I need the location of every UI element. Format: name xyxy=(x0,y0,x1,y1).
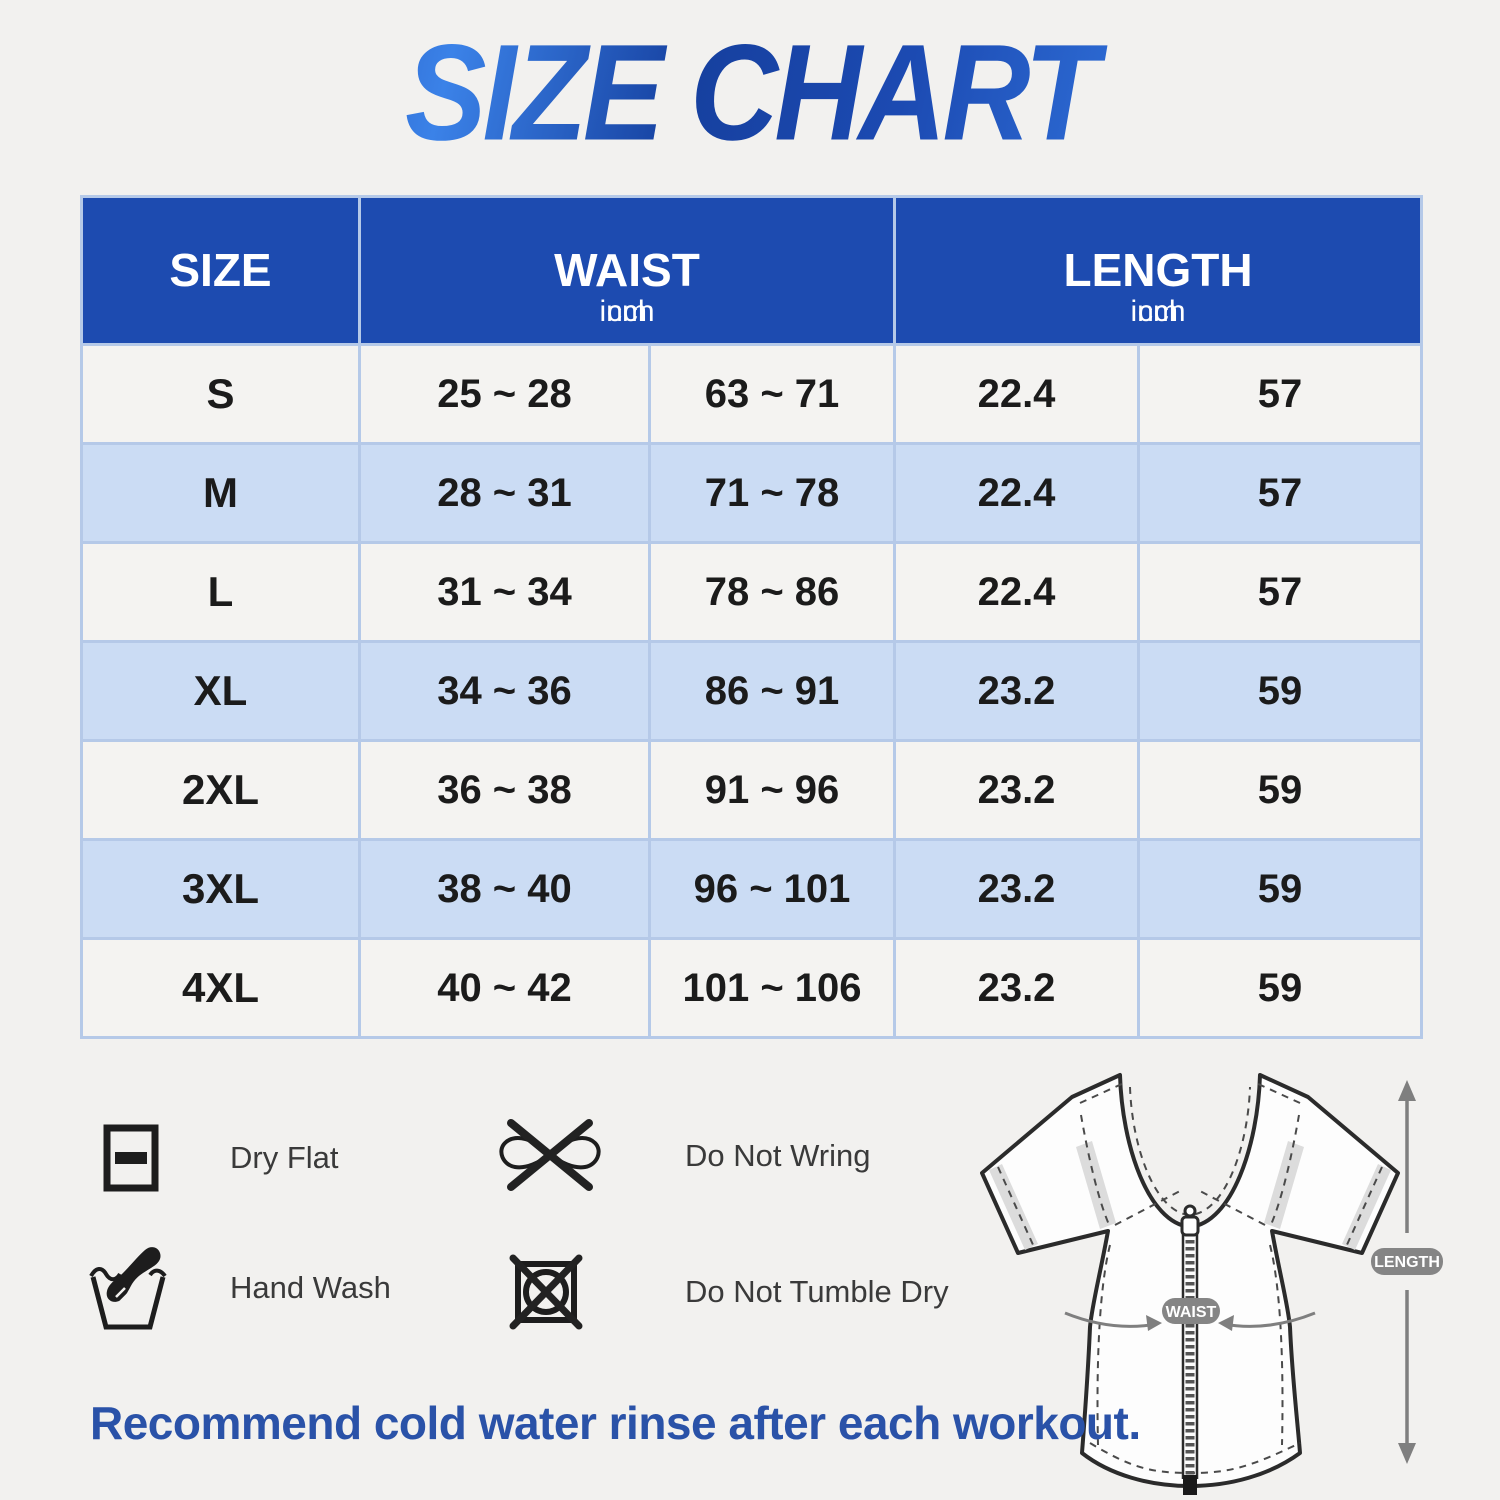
cell-waist-inch: 36 ~ 38 xyxy=(358,739,651,841)
cell-length-inch: 23.2 xyxy=(893,838,1141,940)
cell-length-inch: 22.4 xyxy=(893,541,1141,643)
col-header-length: LENGTH inch cm xyxy=(893,195,1424,346)
waist-arrowheads xyxy=(1146,1315,1234,1331)
waist-badge xyxy=(1162,1298,1220,1324)
cell-waist-cm: 101 ~ 106 xyxy=(647,937,897,1039)
cell-waist-cm: 86 ~ 91 xyxy=(647,640,897,742)
length-unit-inch: inch xyxy=(1130,294,1186,328)
care-item-dry-flat: Dry Flat xyxy=(102,1112,339,1204)
garment-diagram: WAIST LENGTH xyxy=(980,1073,1443,1495)
care-note: Recommend cold water rinse after each wo… xyxy=(90,1397,1141,1449)
length-unit-cm: cm xyxy=(1138,294,1179,328)
care-item-do-not-wring: Do Not Wring xyxy=(495,1110,871,1202)
hand-wash-icon xyxy=(88,1245,230,1331)
cell-waist-inch: 31 ~ 34 xyxy=(358,541,651,643)
care-item-hand-wash: Hand Wash xyxy=(88,1242,391,1334)
cell-length-cm: 59 xyxy=(1137,838,1424,940)
table-row: L 31 ~ 34 78 ~ 86 22.4 57 xyxy=(80,541,1424,643)
col-header-waist: WAIST inch cm xyxy=(357,195,897,346)
table-row: S 25 ~ 28 63 ~ 71 22.4 57 xyxy=(80,343,1424,445)
cell-size: M xyxy=(80,442,361,544)
care-item-do-not-tumble-dry: Do Not Tumble Dry xyxy=(508,1246,949,1338)
cell-length-cm: 59 xyxy=(1137,739,1424,841)
cell-length-cm: 57 xyxy=(1137,343,1424,445)
table-row: M 28 ~ 31 71 ~ 78 22.4 57 xyxy=(80,442,1424,544)
cell-length-inch: 23.2 xyxy=(893,640,1141,742)
length-badge-label: LENGTH xyxy=(1374,1254,1440,1271)
waist-badge-label: WAIST xyxy=(1166,1304,1217,1321)
cell-length-cm: 59 xyxy=(1137,937,1424,1039)
waist-header-label: WAIST xyxy=(554,244,700,297)
cell-length-inch: 22.4 xyxy=(893,442,1141,544)
size-chart-table: SIZE WAIST inch cm LENGTH inch cm xyxy=(80,195,1424,1039)
cell-length-cm: 57 xyxy=(1137,541,1424,643)
cell-waist-cm: 63 ~ 71 xyxy=(647,343,897,445)
cell-waist-inch: 38 ~ 40 xyxy=(358,838,651,940)
care-label: Do Not Wring xyxy=(685,1138,871,1173)
dry-flat-icon xyxy=(102,1123,230,1193)
care-label: Dry Flat xyxy=(230,1140,339,1175)
cell-size: 3XL xyxy=(80,838,361,940)
cell-waist-cm: 91 ~ 96 xyxy=(647,739,897,841)
cell-size: 4XL xyxy=(80,937,361,1039)
cell-waist-inch: 28 ~ 31 xyxy=(358,442,651,544)
length-badge xyxy=(1371,1248,1443,1275)
table-row: XL 34 ~ 36 86 ~ 91 23.2 59 xyxy=(80,640,1424,742)
zipper xyxy=(1180,1204,1200,1495)
page-title: SIZE CHART xyxy=(0,14,1500,171)
cell-length-inch: 23.2 xyxy=(893,937,1141,1039)
cell-size: 2XL xyxy=(80,739,361,841)
do-not-wring-icon xyxy=(495,1116,685,1196)
length-header-label: LENGTH xyxy=(1063,244,1253,297)
cell-waist-cm: 71 ~ 78 xyxy=(647,442,897,544)
cell-waist-inch: 34 ~ 36 xyxy=(358,640,651,742)
header-row: SIZE WAIST inch cm LENGTH inch cm xyxy=(80,195,1424,346)
size-header-label: SIZE xyxy=(169,244,272,297)
cell-waist-inch: 40 ~ 42 xyxy=(358,937,651,1039)
care-label: Do Not Tumble Dry xyxy=(685,1274,949,1309)
do-not-tumble-dry-icon xyxy=(508,1253,685,1331)
cell-length-inch: 22.4 xyxy=(893,343,1141,445)
cell-size: XL xyxy=(80,640,361,742)
cell-waist-inch: 25 ~ 28 xyxy=(358,343,651,445)
table-row: 4XL 40 ~ 42 101 ~ 106 23.2 59 xyxy=(80,937,1424,1039)
cell-length-inch: 23.2 xyxy=(893,739,1141,841)
table-row: 2XL 36 ~ 38 91 ~ 96 23.2 59 xyxy=(80,739,1424,841)
cell-waist-cm: 96 ~ 101 xyxy=(647,838,897,940)
cell-length-cm: 57 xyxy=(1137,442,1424,544)
cell-waist-cm: 78 ~ 86 xyxy=(647,541,897,643)
table-row: 3XL 38 ~ 40 96 ~ 101 23.2 59 xyxy=(80,838,1424,940)
cell-size: S xyxy=(80,343,361,445)
col-header-size: SIZE xyxy=(80,195,361,346)
cell-length-cm: 59 xyxy=(1137,640,1424,742)
waist-unit-inch: inch xyxy=(599,294,655,328)
care-label: Hand Wash xyxy=(230,1270,391,1305)
cell-size: L xyxy=(80,541,361,643)
length-arrowheads xyxy=(1398,1080,1416,1464)
waist-unit-cm: cm xyxy=(607,294,647,328)
